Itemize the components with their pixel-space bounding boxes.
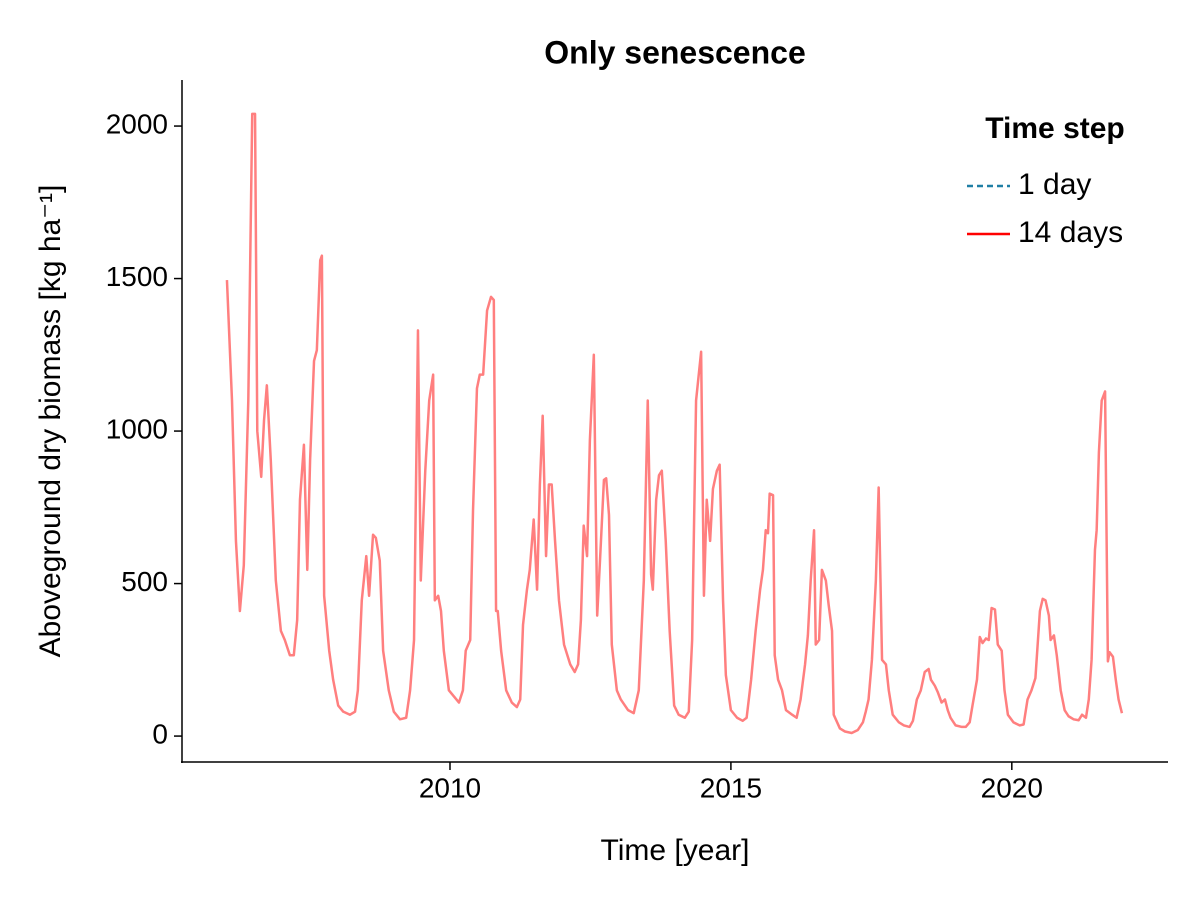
y-axis-label: Aboveground dry biomass [kg ha⁻¹] — [34, 185, 67, 658]
y-tick-label: 500 — [121, 566, 168, 597]
chart-title: Only senescence — [544, 34, 805, 70]
x-tick-label: 2015 — [700, 772, 762, 803]
legend-title: Time step — [985, 112, 1125, 145]
y-tick-label: 0 — [152, 718, 168, 749]
line-series — [225, 112, 1124, 735]
x-tick-label: 2010 — [419, 772, 481, 803]
legend-label: 14 days — [1018, 216, 1123, 249]
x-tick-label: 2020 — [981, 772, 1043, 803]
legend-label: 1 day — [1018, 168, 1091, 201]
y-tick-label: 1000 — [106, 413, 168, 444]
y-tick-label: 2000 — [106, 108, 168, 139]
y-tick-label: 1500 — [106, 261, 168, 292]
x-axis-label: Time [year] — [601, 834, 750, 867]
